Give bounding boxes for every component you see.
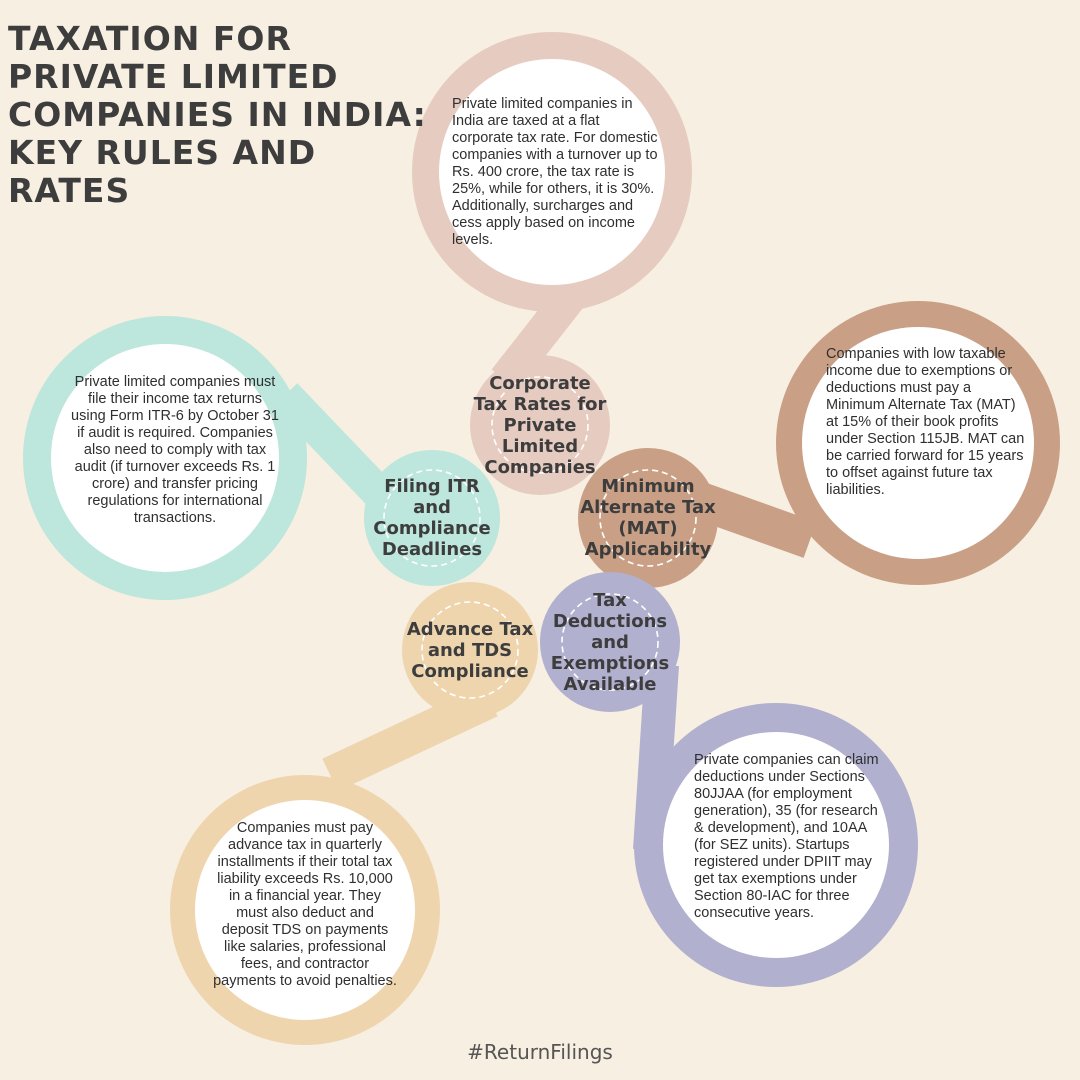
desc-advance-tax: Companies must pay advance tax in quarte…	[213, 820, 397, 989]
hub-advance-tax: Advance Tax and TDS Compliance	[406, 618, 534, 682]
advance-tax-bubble	[170, 582, 538, 1045]
footer-hashtag: #ReturnFilings	[467, 1040, 613, 1064]
filing-itr-bubble	[23, 316, 500, 600]
page-title: TAXATION FOR PRIVATE LIMITED COMPANIES I…	[8, 19, 427, 210]
hub-filing-itr: Filing ITR and Compliance Deadlines	[373, 476, 491, 560]
corporate-tax-bubble	[412, 32, 692, 495]
desc-mat: Companies with low taxable income due to…	[826, 346, 1025, 498]
desc-corporate-tax: Private limited companies in India are t…	[452, 96, 658, 248]
hub-mat: Minimum Alternate Tax (MAT) Applicabilit…	[580, 476, 716, 560]
hub-deductions: Tax Deductions and Exemptions Available	[550, 589, 670, 695]
mat-bubble	[578, 301, 1060, 588]
desc-filing-itr: Private limited companies must file thei…	[71, 374, 279, 526]
deductions-bubble	[540, 572, 918, 987]
hub-corporate-tax: Corporate Tax Rates for Private Limited …	[473, 372, 607, 478]
desc-deductions: Private companies can claim deductions u…	[694, 752, 879, 921]
